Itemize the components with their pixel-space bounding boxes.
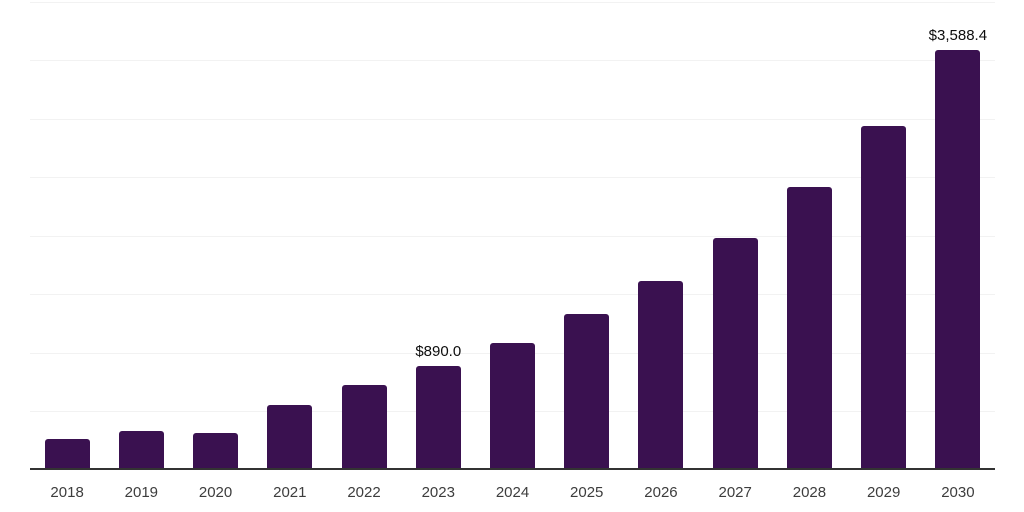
bar-2026 — [638, 280, 684, 470]
bar-2028 — [786, 187, 832, 470]
x-tick-label-2022: 2022 — [347, 484, 381, 501]
x-tick-label-2018: 2018 — [50, 484, 84, 501]
bar-2020 — [193, 432, 239, 470]
bar-2027 — [712, 238, 758, 470]
bar-2018 — [44, 438, 90, 470]
x-tick-label-2027: 2027 — [718, 484, 752, 501]
bar-2019 — [118, 430, 164, 470]
x-tick-label-2030: 2030 — [941, 484, 975, 501]
bar-2022 — [341, 385, 387, 470]
x-tick-label-2024: 2024 — [495, 484, 530, 501]
bar-2025 — [564, 313, 610, 470]
gridline — [30, 60, 995, 62]
x-tick-label-2028: 2028 — [792, 484, 827, 501]
data-label-2030: $3,588.4 — [928, 26, 988, 44]
x-tick-label-2020: 2020 — [198, 484, 233, 501]
x-tick-label-2029: 2029 — [866, 484, 901, 501]
gridline — [30, 294, 995, 296]
x-tick-label-2019: 2019 — [124, 484, 159, 501]
x-tick-label-2023: 2023 — [421, 484, 455, 501]
x-axis-line — [30, 468, 995, 470]
x-tick-label-2026: 2026 — [644, 484, 678, 501]
bar-2023 — [415, 365, 461, 470]
gridline — [30, 177, 995, 179]
gridline — [30, 118, 995, 120]
gridline — [30, 1, 995, 3]
x-tick-label-2025: 2025 — [570, 484, 604, 501]
bar-2024 — [490, 343, 535, 470]
bar-2021 — [267, 404, 313, 470]
x-tick-label-2021: 2021 — [273, 484, 307, 501]
bar-2030 — [935, 49, 981, 470]
data-label-2023: $890.0 — [415, 342, 462, 360]
bar-2029 — [861, 125, 907, 470]
gridline — [30, 235, 995, 237]
